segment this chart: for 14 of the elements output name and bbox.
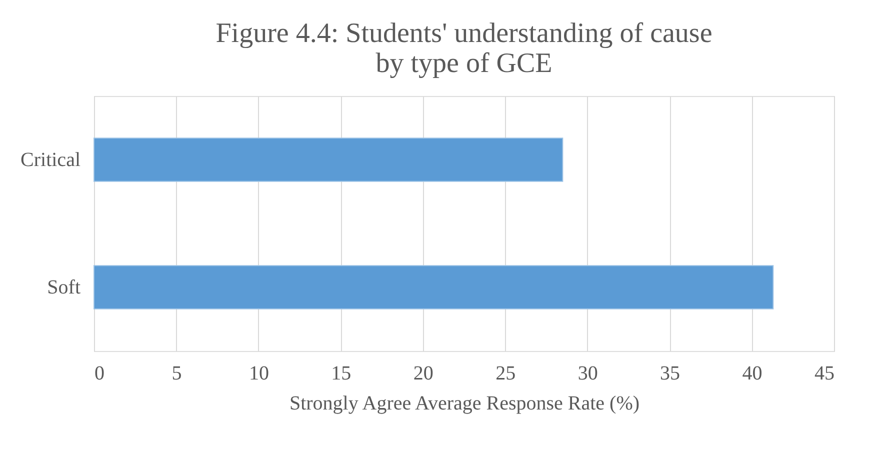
x-tick-label: 45 (814, 362, 834, 384)
x-tick-label: 20 (413, 362, 434, 384)
x-tick-label: 0 (94, 362, 104, 384)
y-tick-label: Soft (47, 276, 81, 298)
x-axis-title: Strongly Agree Average Response Rate (%) (289, 392, 640, 414)
chart-title: Figure 4.4: Students' understanding of cause by type of GCE (216, 18, 712, 79)
x-tick-label: 10 (248, 362, 269, 384)
y-tick-label: Critical (20, 148, 81, 171)
x-tick-label: 25 (496, 362, 516, 384)
x-tick-label: 35 (660, 362, 680, 384)
x-tick-label: 40 (742, 362, 762, 384)
x-tick-label: 30 (578, 362, 598, 384)
x-tick-label: 15 (331, 362, 352, 384)
x-tick-label: 5 (172, 362, 182, 384)
